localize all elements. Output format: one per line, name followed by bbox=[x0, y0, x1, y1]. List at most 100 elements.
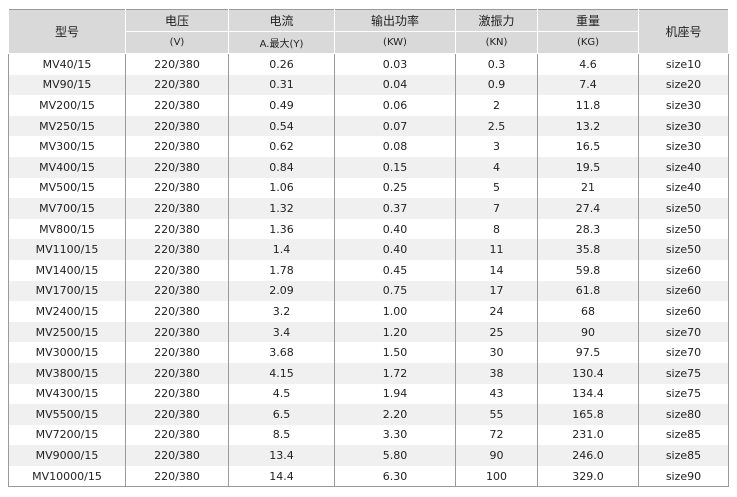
cell-voltage: 220/380 bbox=[125, 342, 229, 363]
cell-power: 0.07 bbox=[334, 115, 456, 137]
cell-model: MV1700/15 bbox=[8, 280, 126, 302]
cell-model: MV4300/15 bbox=[8, 383, 126, 405]
cell-frame: size75 bbox=[638, 383, 729, 405]
cell-voltage: 220/380 bbox=[125, 74, 229, 96]
cell-force: 11 bbox=[455, 239, 538, 260]
header-current: 电流 bbox=[228, 9, 335, 32]
cell-model: MV400/15 bbox=[8, 156, 126, 178]
cell-frame: size10 bbox=[638, 53, 729, 75]
unit-voltage: (V) bbox=[125, 31, 229, 54]
cell-current: 2.09 bbox=[228, 280, 335, 302]
cell-weight: 165.8 bbox=[537, 404, 639, 425]
cell-voltage: 220/380 bbox=[125, 445, 229, 466]
cell-power: 6.30 bbox=[334, 465, 456, 487]
table-row: MV1400/15 220/380 1.78 0.45 14 59.8 size60 bbox=[8, 259, 729, 281]
cell-voltage: 220/380 bbox=[125, 136, 229, 157]
cell-voltage: 220/380 bbox=[125, 259, 229, 281]
cell-voltage: 220/380 bbox=[125, 53, 229, 75]
cell-force: 2 bbox=[455, 95, 538, 116]
cell-model: MV1100/15 bbox=[8, 239, 126, 260]
table-row: MV200/15 220/380 0.49 0.06 2 11.8 size30 bbox=[8, 95, 729, 116]
cell-weight: 16.5 bbox=[537, 136, 639, 157]
cell-voltage: 220/380 bbox=[125, 177, 229, 199]
cell-voltage: 220/380 bbox=[125, 424, 229, 446]
table-row: MV400/15 220/380 0.84 0.15 4 19.5 size40 bbox=[8, 156, 729, 178]
cell-current: 0.31 bbox=[228, 74, 335, 96]
cell-force: 5 bbox=[455, 177, 538, 199]
cell-power: 0.75 bbox=[334, 280, 456, 302]
cell-voltage: 220/380 bbox=[125, 465, 229, 487]
cell-force: 30 bbox=[455, 342, 538, 363]
cell-power: 1.00 bbox=[334, 301, 456, 322]
cell-power: 0.40 bbox=[334, 239, 456, 260]
cell-frame: size50 bbox=[638, 198, 729, 219]
cell-weight: 59.8 bbox=[537, 259, 639, 281]
table-row: MV40/15 220/380 0.26 0.03 0.3 4.6 size10 bbox=[8, 53, 729, 75]
table-row: MV3000/15 220/380 3.68 1.50 30 97.5 size70 bbox=[8, 342, 729, 363]
cell-model: MV10000/15 bbox=[8, 465, 126, 487]
cell-frame: size30 bbox=[638, 95, 729, 116]
cell-current: 3.2 bbox=[228, 301, 335, 322]
cell-current: 0.54 bbox=[228, 115, 335, 137]
cell-force: 90 bbox=[455, 445, 538, 466]
cell-frame: size70 bbox=[638, 342, 729, 363]
cell-weight: 11.8 bbox=[537, 95, 639, 116]
cell-voltage: 220/380 bbox=[125, 115, 229, 137]
cell-current: 14.4 bbox=[228, 465, 335, 487]
cell-power: 0.40 bbox=[334, 218, 456, 240]
cell-frame: size50 bbox=[638, 239, 729, 260]
cell-weight: 4.6 bbox=[537, 53, 639, 75]
cell-model: MV3800/15 bbox=[8, 362, 126, 384]
cell-frame: size60 bbox=[638, 259, 729, 281]
table-row: MV90/15 220/380 0.31 0.04 0.9 7.4 size20 bbox=[8, 74, 729, 96]
cell-model: MV7200/15 bbox=[8, 424, 126, 446]
cell-weight: 246.0 bbox=[537, 445, 639, 466]
cell-force: 55 bbox=[455, 404, 538, 425]
cell-power: 1.94 bbox=[334, 383, 456, 405]
cell-current: 0.49 bbox=[228, 95, 335, 116]
cell-voltage: 220/380 bbox=[125, 321, 229, 343]
cell-power: 0.03 bbox=[334, 53, 456, 75]
table-row: MV300/15 220/380 0.62 0.08 3 16.5 size30 bbox=[8, 136, 729, 157]
cell-weight: 35.8 bbox=[537, 239, 639, 260]
cell-force: 43 bbox=[455, 383, 538, 405]
table-row: MV9000/15 220/380 13.4 5.80 90 246.0 size85 bbox=[8, 445, 729, 466]
cell-current: 4.5 bbox=[228, 383, 335, 405]
cell-power: 0.15 bbox=[334, 156, 456, 178]
cell-model: MV200/15 bbox=[8, 95, 126, 116]
table-row: MV5500/15 220/380 6.5 2.20 55 165.8 size80 bbox=[8, 404, 729, 425]
cell-weight: 61.8 bbox=[537, 280, 639, 302]
cell-model: MV2400/15 bbox=[8, 301, 126, 322]
table-row: MV7200/15 220/380 8.5 3.30 72 231.0 size85 bbox=[8, 424, 729, 446]
cell-force: 2.5 bbox=[455, 115, 538, 137]
cell-model: MV800/15 bbox=[8, 218, 126, 240]
cell-current: 1.06 bbox=[228, 177, 335, 199]
cell-frame: size85 bbox=[638, 424, 729, 446]
cell-weight: 90 bbox=[537, 321, 639, 343]
cell-power: 1.72 bbox=[334, 362, 456, 384]
cell-frame: size75 bbox=[638, 362, 729, 384]
spec-table: 型号 电压 电流 输出功率 激振力 重量 机座号 (V) A.最大(Y) (KW… bbox=[8, 9, 729, 488]
cell-current: 0.26 bbox=[228, 53, 335, 75]
cell-current: 6.5 bbox=[228, 404, 335, 425]
cell-force: 72 bbox=[455, 424, 538, 446]
cell-weight: 68 bbox=[537, 301, 639, 322]
cell-model: MV40/15 bbox=[8, 53, 126, 75]
cell-model: MV1400/15 bbox=[8, 259, 126, 281]
cell-frame: size80 bbox=[638, 404, 729, 425]
cell-force: 0.3 bbox=[455, 53, 538, 75]
cell-model: MV300/15 bbox=[8, 136, 126, 157]
cell-current: 1.78 bbox=[228, 259, 335, 281]
cell-frame: size60 bbox=[638, 280, 729, 302]
table-row: MV4300/15 220/380 4.5 1.94 43 134.4 size75 bbox=[8, 383, 729, 405]
cell-weight: 13.2 bbox=[537, 115, 639, 137]
cell-voltage: 220/380 bbox=[125, 198, 229, 219]
unit-force: (KN) bbox=[455, 31, 538, 54]
cell-current: 1.4 bbox=[228, 239, 335, 260]
cell-current: 4.15 bbox=[228, 362, 335, 384]
table-body: MV40/15 220/380 0.26 0.03 0.3 4.6 size10 MV90/1… bbox=[8, 53, 729, 487]
cell-weight: 231.0 bbox=[537, 424, 639, 446]
cell-current: 3.4 bbox=[228, 321, 335, 343]
table-row: MV800/15 220/380 1.36 0.40 8 28.3 size50 bbox=[8, 218, 729, 240]
cell-weight: 7.4 bbox=[537, 74, 639, 96]
